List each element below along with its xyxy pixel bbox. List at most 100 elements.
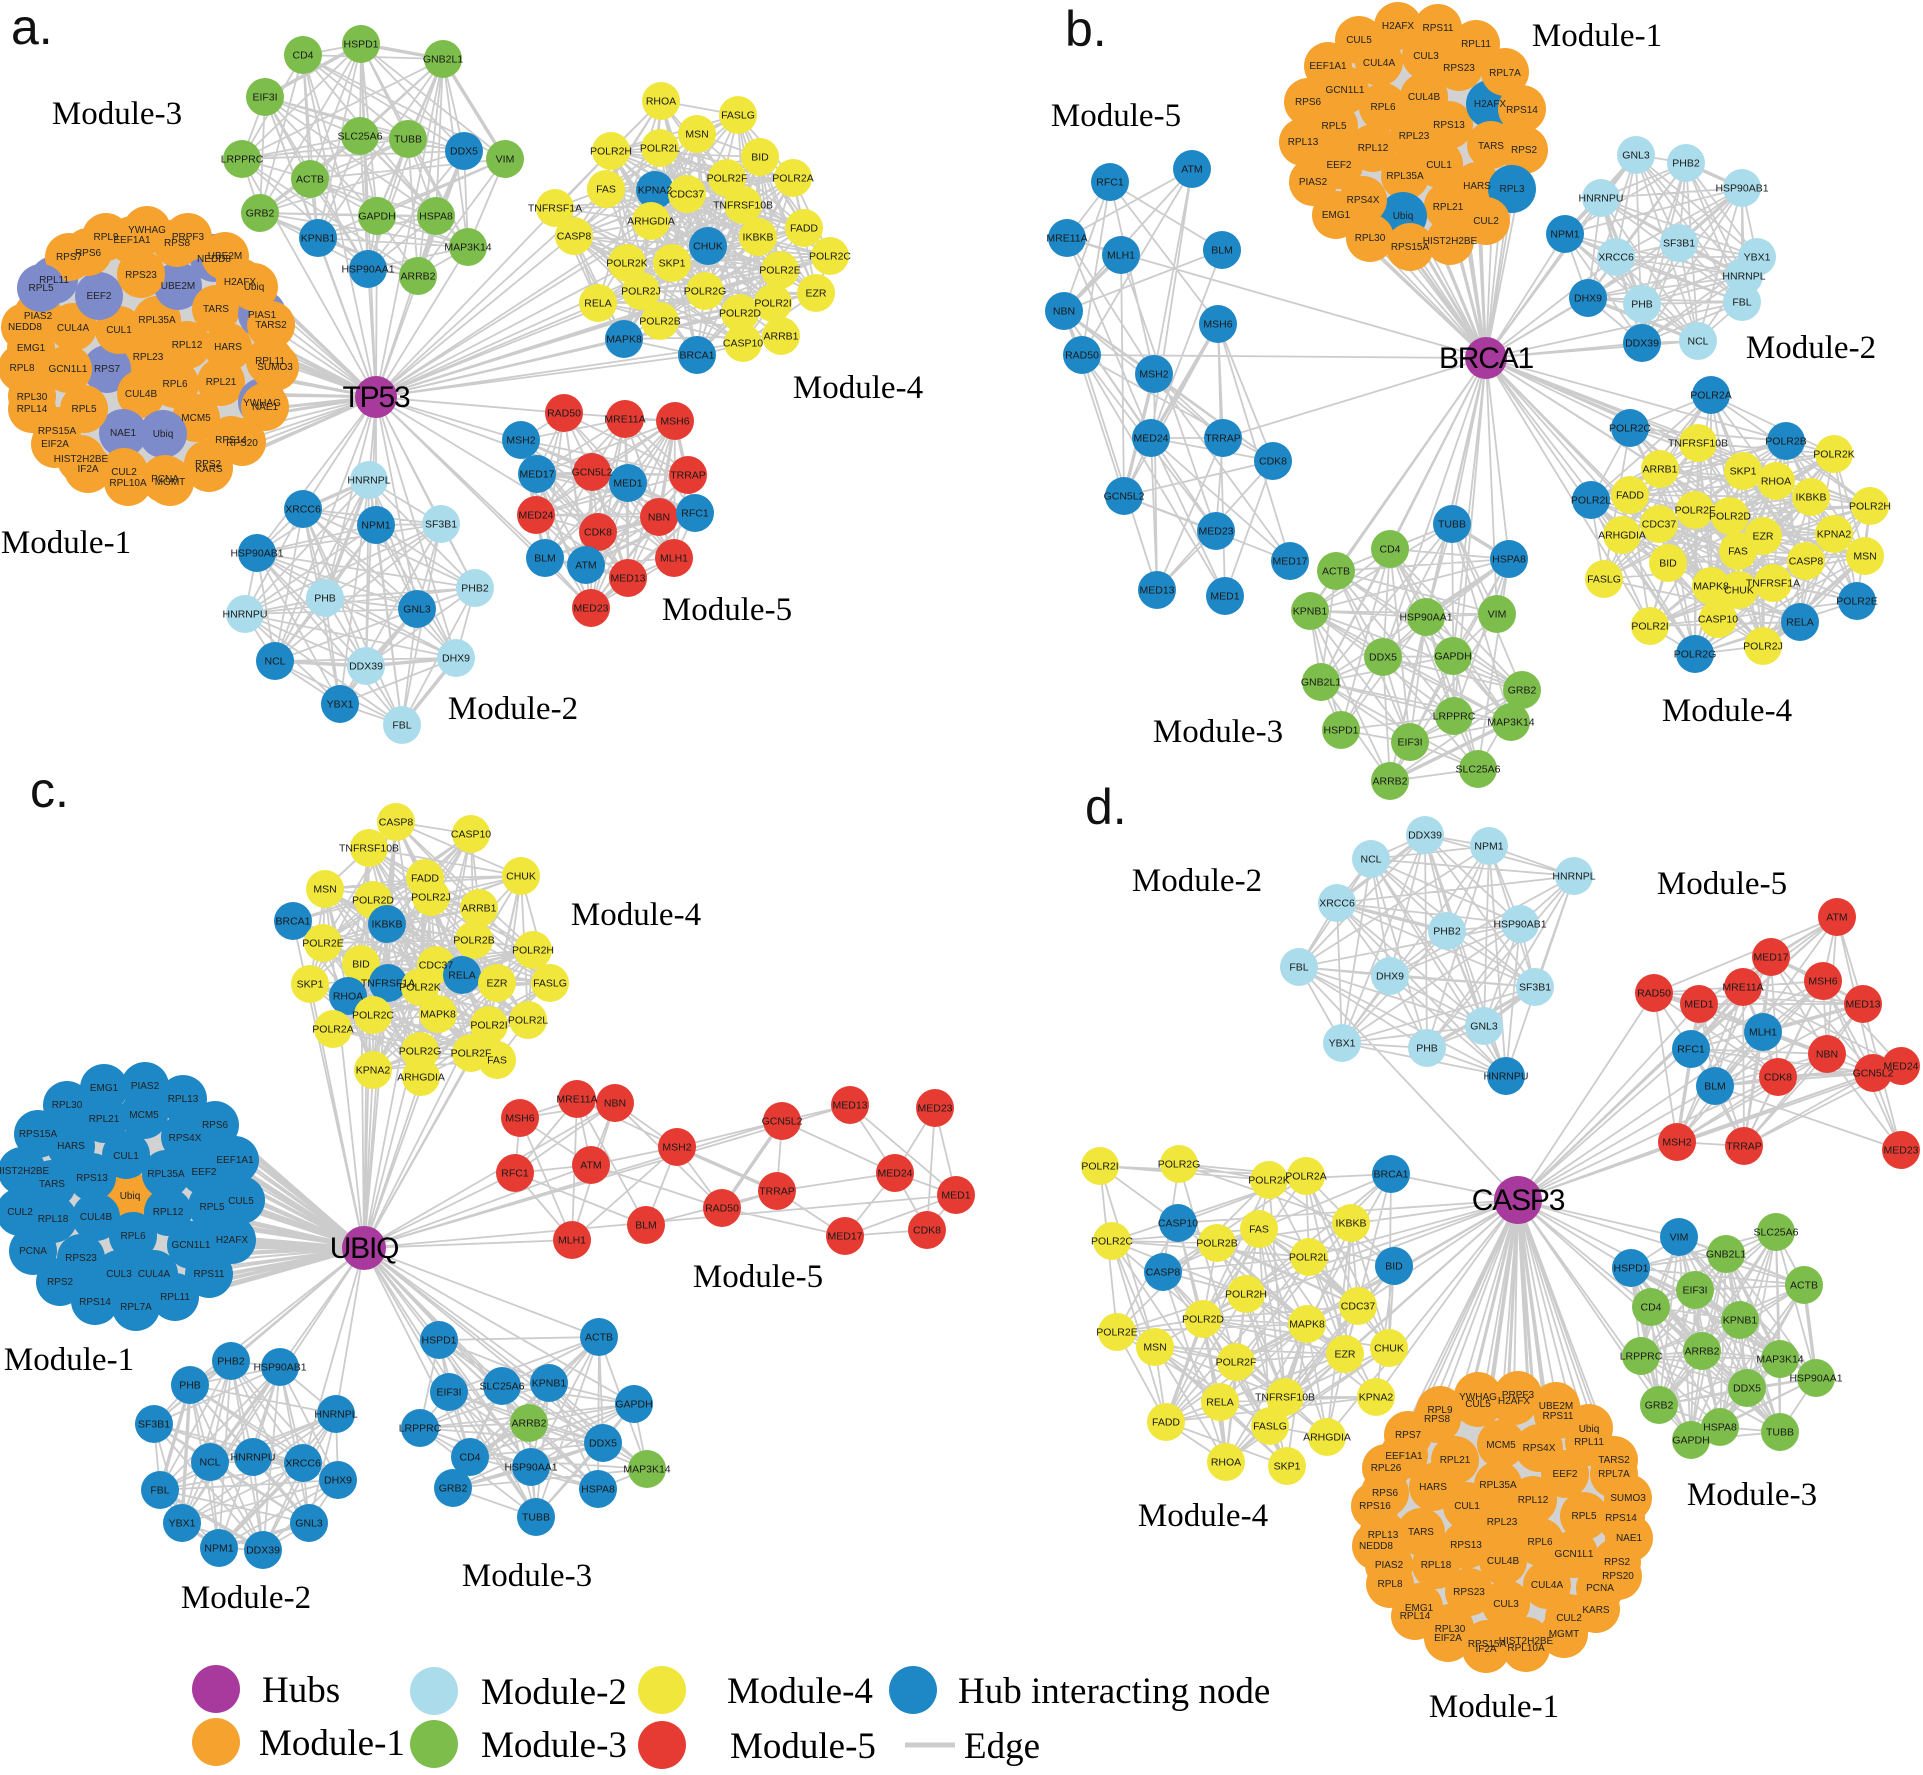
svg-text:KPNB1: KPNB1: [1293, 606, 1328, 618]
svg-text:PHB: PHB: [1416, 1043, 1438, 1055]
svg-text:RPS20: RPS20: [1602, 1571, 1634, 1582]
svg-text:SF3B1: SF3B1: [1663, 238, 1695, 250]
svg-text:Module-4: Module-4: [1662, 693, 1792, 729]
svg-text:DDX5: DDX5: [450, 146, 478, 158]
svg-text:HARS: HARS: [57, 1141, 85, 1152]
svg-text:NCL: NCL: [264, 656, 285, 668]
svg-text:BID: BID: [1385, 1261, 1403, 1273]
svg-text:CUL4A: CUL4A: [138, 1269, 171, 1280]
svg-text:RPL23: RPL23: [133, 352, 164, 363]
svg-text:ARRB1: ARRB1: [1642, 464, 1677, 476]
svg-text:Module-4: Module-4: [1138, 1498, 1268, 1534]
svg-text:MSH6: MSH6: [660, 416, 689, 428]
svg-text:RPS15A: RPS15A: [1468, 1639, 1507, 1650]
svg-text:IF2A: IF2A: [77, 464, 98, 475]
svg-text:RPL21: RPL21: [1440, 1455, 1471, 1466]
svg-text:POLR2C: POLR2C: [809, 251, 851, 263]
svg-text:POLR2L: POLR2L: [508, 1015, 548, 1027]
svg-text:MSH6: MSH6: [1808, 976, 1837, 988]
svg-text:POLR2G: POLR2G: [684, 286, 727, 298]
svg-text:HNRNPU: HNRNPU: [223, 609, 268, 621]
svg-text:SLC25A6: SLC25A6: [1456, 764, 1501, 776]
svg-text:RPL35A: RPL35A: [147, 1169, 185, 1180]
svg-text:Module-5: Module-5: [1657, 866, 1787, 902]
svg-text:RELA: RELA: [1786, 617, 1813, 629]
svg-text:POLR2D: POLR2D: [1182, 1314, 1224, 1326]
svg-text:ARRB2: ARRB2: [400, 271, 435, 283]
svg-text:Module-1: Module-1: [1429, 1689, 1559, 1725]
svg-text:FBL: FBL: [1289, 962, 1308, 974]
svg-text:KARS: KARS: [195, 464, 223, 475]
svg-text:EIF2A: EIF2A: [1434, 1633, 1462, 1644]
svg-text:GNB2L1: GNB2L1: [1706, 1249, 1746, 1261]
svg-text:POLR2G: POLR2G: [1674, 649, 1717, 661]
svg-text:ARHGDIA: ARHGDIA: [627, 216, 675, 228]
svg-text:RELA: RELA: [1206, 1397, 1233, 1409]
svg-text:RPS13: RPS13: [1450, 1540, 1482, 1551]
svg-text:PIAS2: PIAS2: [1299, 177, 1328, 188]
svg-text:TNFRSF1A: TNFRSF1A: [361, 978, 415, 990]
svg-text:CASP3: CASP3: [1472, 1184, 1565, 1217]
svg-text:RPS15A: RPS15A: [19, 1129, 58, 1140]
svg-text:FADD: FADD: [411, 873, 439, 885]
svg-text:MGMT: MGMT: [1549, 1629, 1580, 1640]
svg-text:RFC1: RFC1: [681, 508, 709, 520]
svg-text:MCM5: MCM5: [129, 1110, 159, 1121]
svg-text:GNL3: GNL3: [295, 1518, 323, 1530]
svg-text:TRRAP: TRRAP: [1726, 1141, 1762, 1153]
svg-text:RPS4X: RPS4X: [169, 1133, 202, 1144]
svg-text:Module-4: Module-4: [571, 897, 701, 933]
svg-text:FAS: FAS: [1728, 546, 1748, 558]
svg-text:RPL7A: RPL7A: [1489, 68, 1521, 79]
svg-text:DDX39: DDX39: [246, 1545, 280, 1557]
svg-text:Ubiq: Ubiq: [120, 1191, 141, 1202]
svg-text:POLR2G: POLR2G: [399, 1046, 442, 1058]
svg-text:CDC37: CDC37: [419, 960, 454, 972]
svg-text:RPL10A: RPL10A: [1507, 1643, 1545, 1654]
svg-text:HNRNPL: HNRNPL: [347, 475, 390, 487]
svg-text:HNRNPL: HNRNPL: [1552, 871, 1595, 883]
svg-text:EEF2: EEF2: [191, 1167, 216, 1178]
svg-text:UBIQ: UBIQ: [330, 1232, 399, 1265]
svg-text:HSPD1: HSPD1: [1323, 725, 1358, 737]
svg-text:EEF1A1: EEF1A1: [1309, 61, 1347, 72]
svg-text:RPL5: RPL5: [1321, 121, 1346, 132]
svg-text:RPL12: RPL12: [172, 340, 203, 351]
svg-text:RPL12: RPL12: [153, 1207, 184, 1218]
svg-text:Module-4: Module-4: [793, 370, 923, 406]
svg-text:TARS: TARS: [1478, 141, 1504, 152]
svg-text:RHOA: RHOA: [1211, 1457, 1241, 1469]
svg-text:HARS: HARS: [1419, 1482, 1447, 1493]
svg-text:GCN1L1: GCN1L1: [49, 364, 88, 375]
svg-text:FASLG: FASLG: [533, 978, 567, 990]
svg-text:SLC25A6: SLC25A6: [480, 1381, 525, 1393]
svg-text:POLR2L: POLR2L: [1289, 1252, 1329, 1264]
svg-text:HSPA8: HSPA8: [1492, 554, 1526, 566]
svg-text:CD4: CD4: [1640, 1302, 1661, 1314]
svg-text:MAPK8: MAPK8: [606, 334, 642, 346]
svg-text:MED17: MED17: [1272, 556, 1307, 568]
svg-text:RPL5: RPL5: [71, 404, 96, 415]
svg-text:CUL2: CUL2: [111, 467, 137, 478]
svg-text:UBE2M: UBE2M: [208, 251, 242, 262]
svg-text:GAPDH: GAPDH: [1434, 651, 1471, 663]
svg-text:YWHAG: YWHAG: [128, 225, 166, 236]
svg-text:GCN5L2: GCN5L2: [1853, 1068, 1894, 1080]
svg-text:CUL5: CUL5: [1465, 1399, 1491, 1410]
svg-text:HSP90AA1: HSP90AA1: [1399, 612, 1452, 624]
svg-text:HNRNPU: HNRNPU: [1579, 193, 1624, 205]
svg-text:SKP1: SKP1: [659, 258, 686, 270]
svg-text:RPS23: RPS23: [125, 270, 157, 281]
svg-text:POLR2G: POLR2G: [1158, 1159, 1201, 1171]
svg-text:CUL4A: CUL4A: [57, 323, 90, 334]
svg-text:FAS: FAS: [1249, 1224, 1269, 1236]
svg-text:RPS13: RPS13: [76, 1173, 108, 1184]
svg-text:RPS14: RPS14: [79, 1297, 111, 1308]
svg-text:SKP1: SKP1: [1274, 1461, 1301, 1473]
svg-text:RPL13: RPL13: [1368, 1530, 1399, 1541]
svg-text:ACTB: ACTB: [296, 174, 324, 186]
svg-text:CUL1: CUL1: [113, 1151, 139, 1162]
svg-text:YBX1: YBX1: [169, 1518, 196, 1530]
svg-text:KPNA2: KPNA2: [638, 185, 673, 197]
svg-text:MSH2: MSH2: [506, 435, 535, 447]
